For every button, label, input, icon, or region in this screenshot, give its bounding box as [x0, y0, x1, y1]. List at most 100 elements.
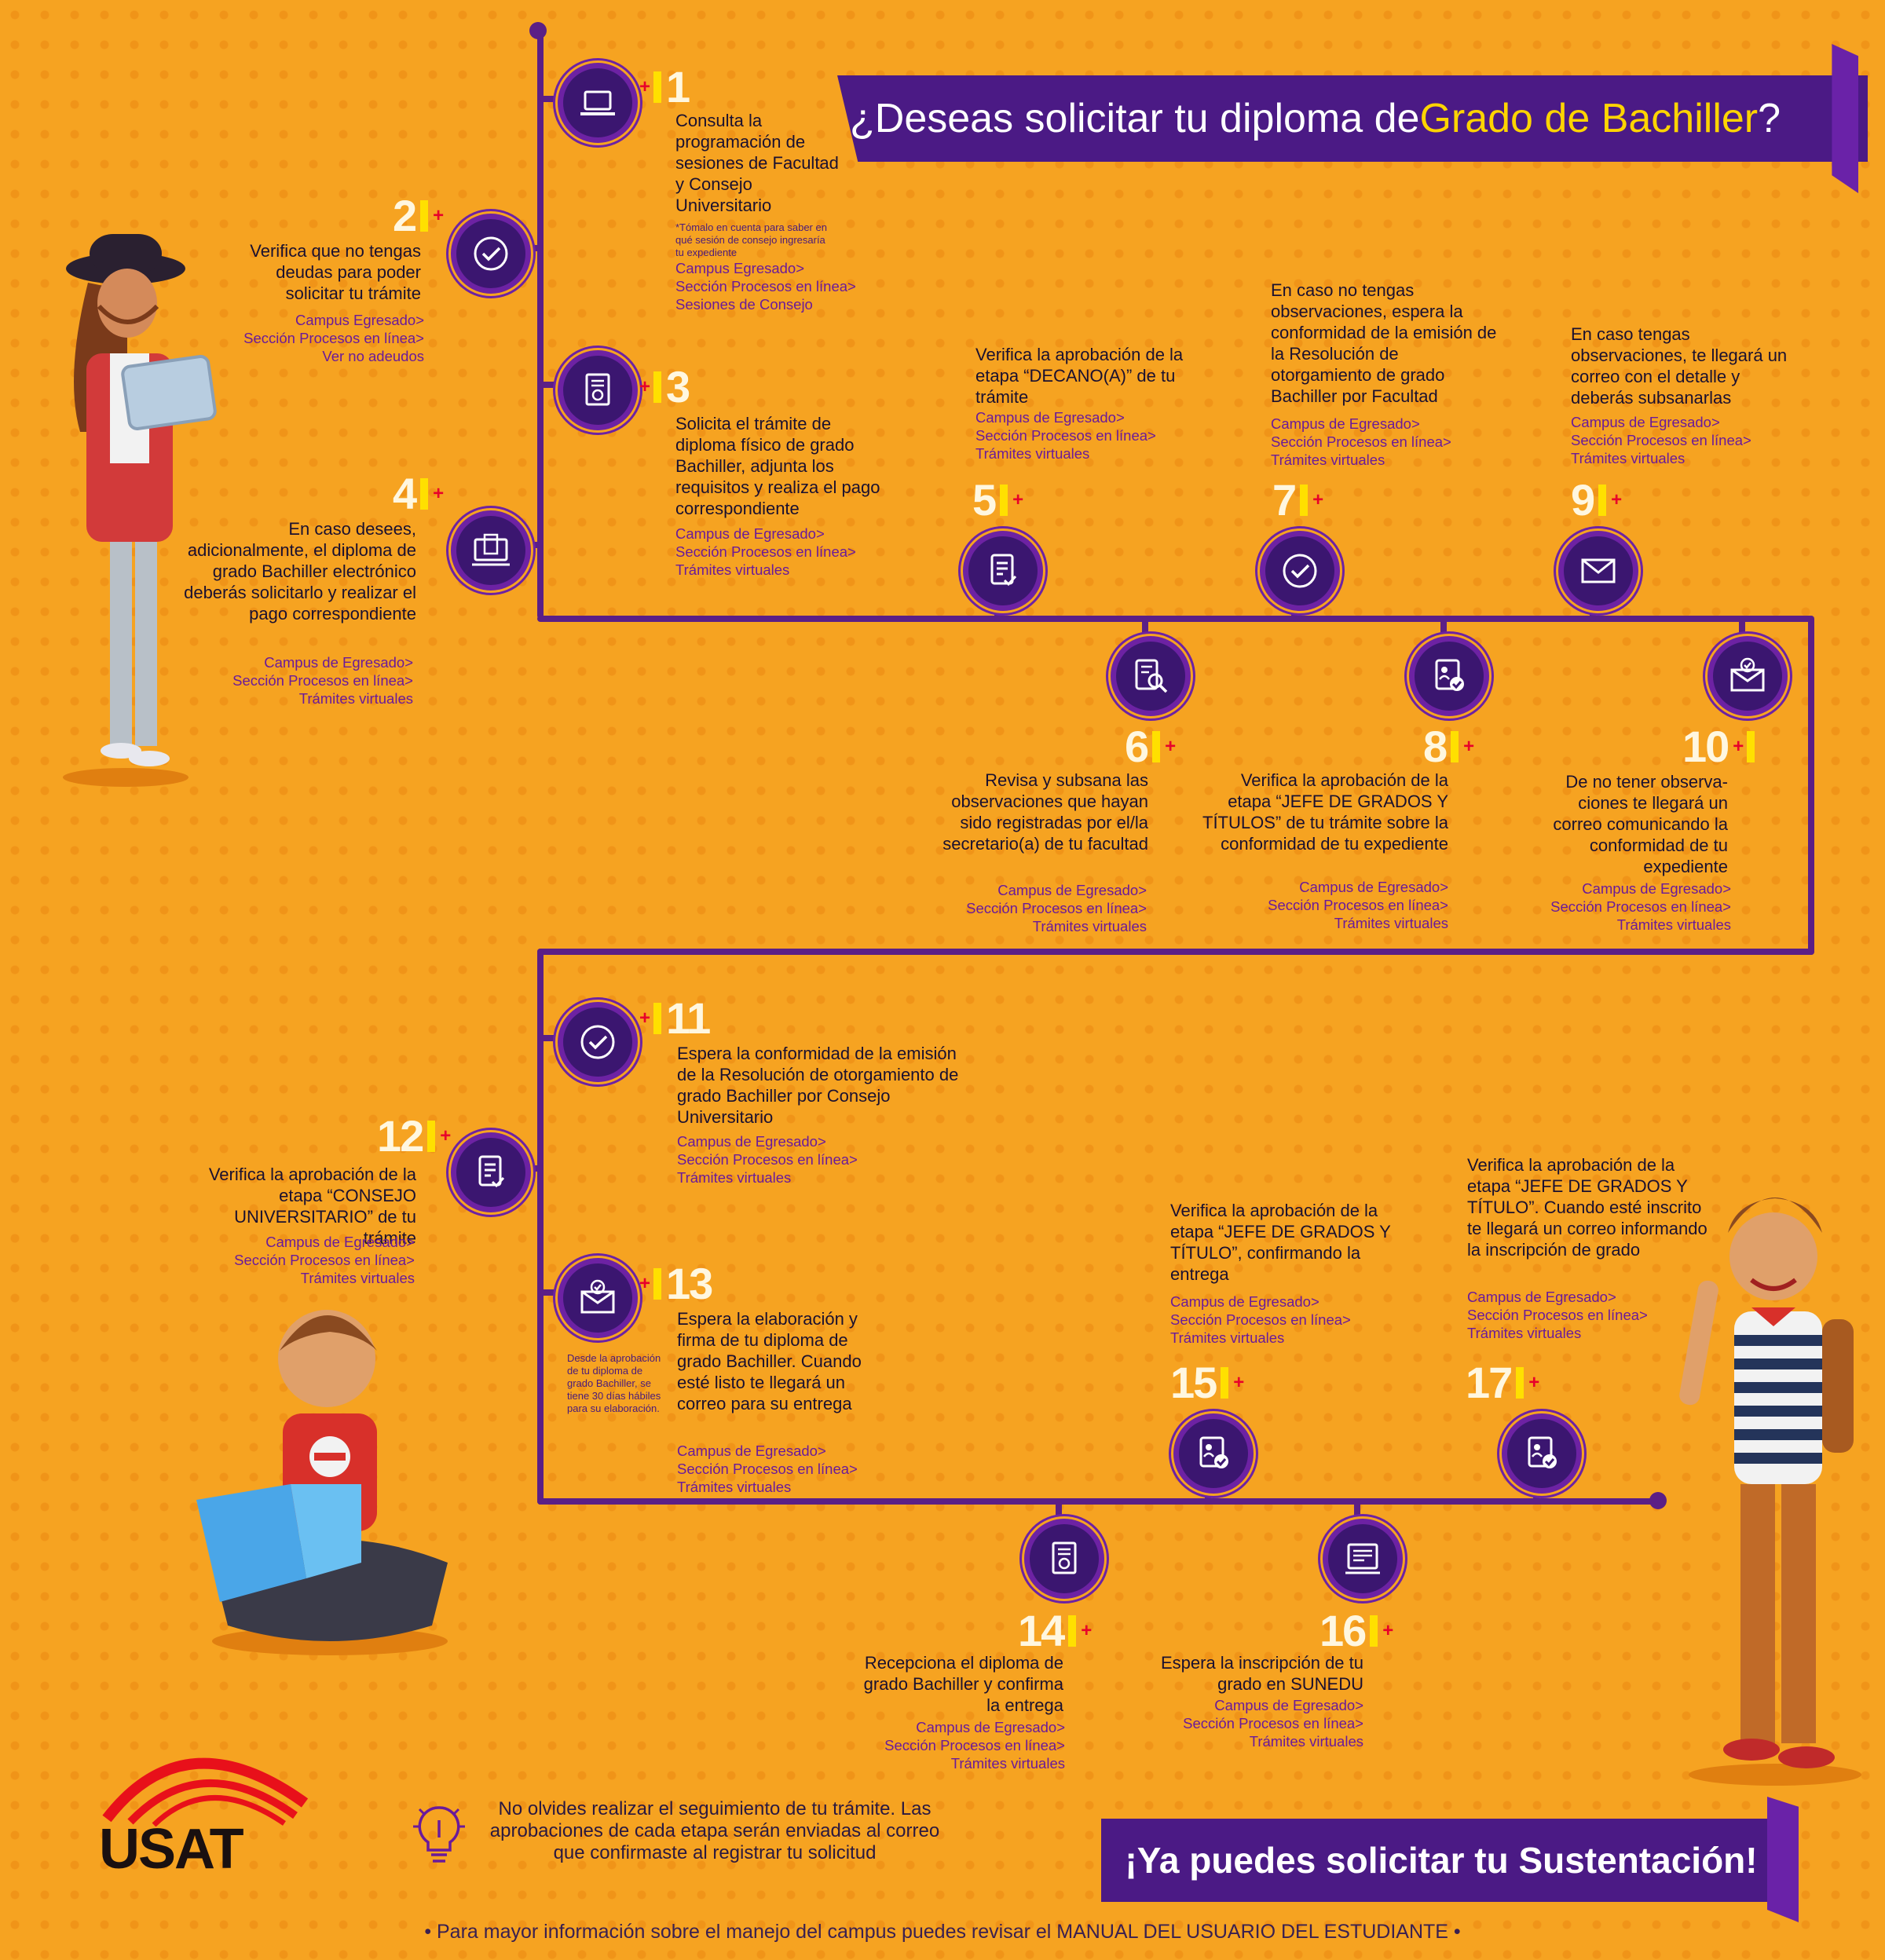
girl-with-tablet-illustration	[63, 234, 217, 787]
step-4-node[interactable]	[451, 510, 531, 591]
usat-logo: USAT	[99, 1740, 311, 1881]
step-15-node[interactable]	[1173, 1413, 1254, 1494]
step-4-number: 4 +	[393, 469, 444, 518]
final-banner-flag	[1767, 1797, 1799, 1922]
step-7-number: 7 +	[1272, 475, 1323, 525]
timeline-start-dot	[529, 22, 547, 39]
step-12-number: 12 +	[377, 1111, 451, 1161]
step-17-node[interactable]	[1502, 1413, 1582, 1494]
step-15-links[interactable]: Campus de Egresado> Sección Procesos en l…	[1170, 1293, 1351, 1346]
lightbulb-icon	[413, 1806, 465, 1863]
step-16-number: 16 +	[1320, 1606, 1393, 1655]
step-12-links[interactable]: Campus de Egresado> Sección Procesos en l…	[234, 1234, 415, 1286]
step-6-text: Revisa y subsana las observaciones que h…	[942, 770, 1148, 854]
check-circle-icon	[580, 1025, 615, 1059]
step-6-node[interactable]	[1111, 636, 1191, 716]
step-17-text: Verifica la aprobación de la etapa “JEFE…	[1467, 1155, 1707, 1260]
title-banner-flag	[1832, 44, 1858, 193]
title-banner: ¿Deseas solicitar tu diploma de Grado de…	[837, 75, 1868, 162]
step-1-links[interactable]: Campus Egresado> Sección Procesos en líne…	[675, 260, 856, 313]
step-8-node[interactable]	[1409, 636, 1489, 716]
step-7-node[interactable]	[1260, 531, 1340, 611]
step-9-node[interactable]	[1558, 531, 1638, 611]
usat-logo-arcs	[102, 1757, 309, 1827]
boy-pointing-illustration	[1679, 1198, 1861, 1786]
step-9-number: 9 +	[1571, 475, 1622, 525]
step-12-text: Verifica la aprobación de la etapa “CONS…	[208, 1165, 416, 1248]
step-5-links[interactable]: Campus de Egresado> Sección Procesos en l…	[975, 409, 1156, 462]
check-circle-icon	[474, 236, 508, 271]
certificate-icon	[1052, 1541, 1077, 1574]
tip-text: No olvides realizar el seguimiento de tu…	[489, 1798, 940, 1863]
step-7-text: En caso no tengas observaciones, espera …	[1271, 280, 1497, 406]
step-16-links[interactable]: Campus de Egresado> Sección Procesos en l…	[1183, 1697, 1363, 1750]
step-11-node[interactable]	[558, 1002, 638, 1082]
step-1-node[interactable]	[558, 63, 638, 143]
step-2-number: 2 +	[393, 191, 444, 240]
step-1-note: *Tómalo en cuenta para saber en qué sesi…	[675, 221, 827, 258]
step-6-number: 6 +	[1125, 722, 1176, 771]
step-15-number: 15 +	[1170, 1358, 1244, 1407]
check-circle-icon	[1283, 554, 1317, 588]
step-11-links[interactable]: Campus de Egresado> Sección Procesos en l…	[677, 1133, 858, 1186]
step-2-links[interactable]: Campus Egresado> Sección Procesos en líne…	[243, 312, 424, 364]
mail-check-icon	[1730, 657, 1765, 692]
step-2-text: Verifica que no tengas deudas para poder…	[250, 241, 421, 303]
step-8-text: Verifica la aprobación de la etapa “JEFE…	[1202, 770, 1448, 854]
step-14-node[interactable]	[1024, 1519, 1104, 1599]
footer-note: • Para mayor información sobre el manejo…	[424, 1921, 1461, 1943]
title-suffix: ?	[1758, 96, 1781, 141]
step-16-node[interactable]	[1323, 1519, 1403, 1599]
step-8-links[interactable]: Campus de Egresado> Sección Procesos en l…	[1268, 879, 1448, 931]
step-5-node[interactable]	[963, 531, 1043, 611]
step-15-text: Verifica la aprobación de la etapa “JEFE…	[1170, 1201, 1391, 1284]
step-13-links[interactable]: Campus de Egresado> Sección Procesos en l…	[677, 1443, 858, 1495]
step-4-links[interactable]: Campus de Egresado> Sección Procesos en l…	[232, 654, 413, 707]
step-10-text: De no tener observa- ciones te llegará u…	[1553, 772, 1728, 876]
step-8-number: 8 +	[1423, 722, 1474, 771]
step-5-text: Verifica la aprobación de la etapa “DECA…	[975, 345, 1184, 407]
registry-icon	[1344, 1543, 1382, 1574]
step-1-number: +1	[639, 62, 690, 112]
step-13-text: Espera la elaboración y firma de tu dipl…	[677, 1309, 862, 1413]
step-4-text: En caso desees, adicionalmente, el diplo…	[184, 519, 416, 623]
usat-logo-text: USAT	[99, 1818, 244, 1881]
step-14-links[interactable]: Campus de Egresado> Sección Procesos en l…	[884, 1719, 1065, 1772]
step-17-links[interactable]: Campus de Egresado> Sección Procesos en l…	[1467, 1289, 1648, 1341]
step-1-text: Consulta la programación de sesiones de …	[675, 111, 839, 215]
step-3-links[interactable]: Campus de Egresado> Sección Procesos en l…	[675, 525, 856, 578]
profile-check-icon	[1528, 1436, 1558, 1470]
final-banner: ¡Ya puedes solicitar tu Sustentación!	[1101, 1819, 1781, 1902]
step-11-number: +11	[639, 993, 711, 1043]
step-3-node[interactable]	[558, 350, 638, 430]
step-10-number: 10 +	[1682, 721, 1755, 772]
step-9-text: En caso tengas observaciones, te llegará…	[1571, 324, 1788, 408]
step-9-links[interactable]: Campus de Egresado> Sección Procesos en l…	[1571, 414, 1751, 466]
title-prefix: ¿Deseas solicitar tu diploma de	[850, 96, 1420, 141]
title-highlight: Grado de Bachiller	[1419, 96, 1759, 141]
certificate-icon	[585, 373, 610, 406]
step-10-node[interactable]	[1707, 636, 1788, 716]
step-12-node[interactable]	[451, 1132, 531, 1212]
mail-check-icon	[580, 1279, 615, 1314]
profile-check-icon	[1199, 1436, 1230, 1470]
step-13-node[interactable]	[558, 1258, 638, 1338]
timeline-end-dot	[1649, 1492, 1667, 1509]
step-10-links[interactable]: Campus de Egresado> Sección Procesos en l…	[1550, 880, 1731, 933]
step-14-text: Recepciona el diploma de grado Bachiller…	[863, 1653, 1063, 1715]
profile-check-icon	[1435, 659, 1466, 693]
step-5-number: 5 +	[972, 475, 1023, 525]
boy-reading-illustration	[196, 1310, 448, 1655]
step-6-links[interactable]: Campus de Egresado> Sección Procesos en l…	[966, 882, 1147, 934]
laptop-icon	[579, 90, 617, 115]
document-check-icon	[478, 1155, 505, 1187]
mail-icon	[1581, 558, 1616, 583]
step-13-note: Desde la aprobación de tu diploma de gra…	[567, 1352, 661, 1414]
step-2-node[interactable]	[451, 214, 531, 294]
step-7-links[interactable]: Campus de Egresado> Sección Procesos en l…	[1271, 415, 1451, 468]
step-13-number: +13	[639, 1259, 713, 1308]
step-16-text: Espera la inscripción de tu grado en SUN…	[1160, 1653, 1363, 1694]
document-search-icon	[1135, 659, 1168, 693]
step-3-number: +3	[639, 362, 690, 411]
